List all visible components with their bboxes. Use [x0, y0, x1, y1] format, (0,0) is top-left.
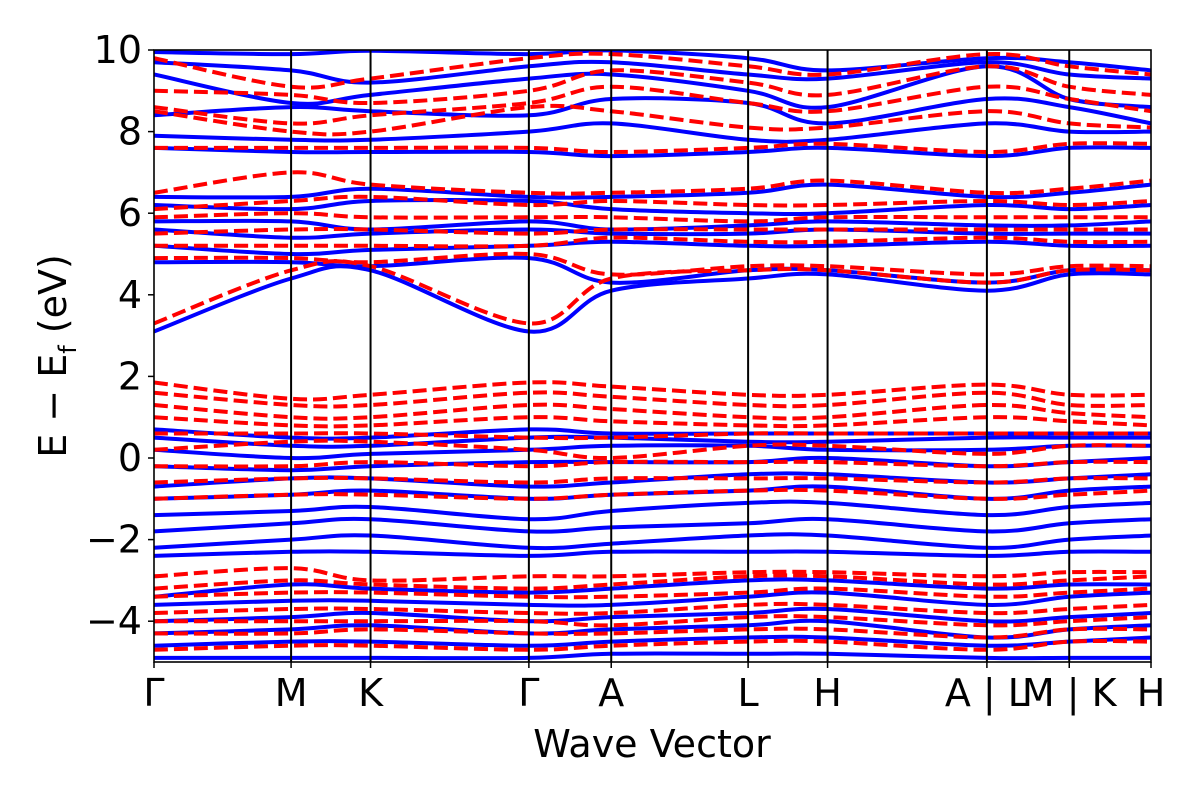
- dashed-band-25: [154, 84, 1151, 126]
- solid-band-3: [154, 606, 1151, 624]
- dashed-band-10: [154, 438, 1151, 461]
- solid-band-4: [154, 590, 1151, 608]
- dashed-band-9: [154, 459, 1151, 469]
- x-tick-label: M | K: [1022, 671, 1118, 716]
- dashed-band-23: [154, 141, 1151, 154]
- y-axis-label: E − Ef (eV): [31, 254, 82, 458]
- dashed-band-8: [154, 475, 1151, 485]
- dashed-band-13: [154, 402, 1151, 421]
- y-tick-label: 8: [118, 110, 142, 154]
- solid-band-18: [154, 239, 1151, 257]
- y-tick-label: 0: [118, 436, 142, 480]
- dashed-band-0: [154, 638, 1151, 652]
- dashed-band-20: [154, 211, 1151, 224]
- solid-band-26: [154, 64, 1151, 110]
- solid-band-0: [154, 651, 1151, 661]
- solid-band-14: [154, 434, 1151, 449]
- x-tick-label: A | L: [945, 671, 1029, 716]
- solid-band-16: [154, 264, 1151, 334]
- dashed-band-3: [154, 601, 1151, 616]
- dashed-band-7: [154, 487, 1151, 501]
- y-tick-label: 4: [118, 273, 142, 317]
- y-tick-label: −4: [86, 599, 142, 643]
- dashed-band-6: [154, 566, 1151, 583]
- series-dashed: [154, 51, 1151, 652]
- solid-band-27: [154, 59, 1151, 85]
- x-tick-label: Γ: [518, 671, 539, 715]
- solid-band-1: [154, 634, 1151, 648]
- dashed-band-27: [154, 51, 1151, 90]
- x-tick-label: K: [358, 671, 384, 715]
- dashed-band-1: [154, 626, 1151, 640]
- solid-band-23: [154, 145, 1151, 159]
- solid-band-6: [154, 549, 1151, 558]
- x-tick-label: H: [1137, 671, 1166, 715]
- x-tick-label: H: [813, 671, 842, 715]
- solid-band-21: [154, 197, 1151, 217]
- dashed-band-15: [154, 380, 1151, 402]
- solid-band-7: [154, 532, 1151, 551]
- solid-band-5: [154, 577, 1151, 599]
- dashed-band-4: [154, 586, 1151, 600]
- dashed-band-2: [154, 614, 1151, 628]
- dashed-band-11: [154, 431, 1151, 441]
- dashed-band-21: [154, 194, 1151, 212]
- x-axis-ticks: Γ M K Γ A L H A | LM | K H: [143, 662, 1165, 716]
- dashed-band-22: [154, 170, 1151, 196]
- solid-band-22: [154, 182, 1151, 200]
- x-tick-label: A: [598, 671, 624, 715]
- solid-band-19: [154, 227, 1151, 240]
- plot-frame: [153, 49, 1152, 663]
- solid-band-28: [154, 50, 1151, 73]
- y-tick-label: 2: [118, 354, 142, 398]
- solid-band-25: [154, 96, 1151, 126]
- dashed-band-17: [154, 251, 1151, 277]
- y-axis-ticks: −4 −2 0 2 4 6 8 10: [86, 28, 154, 643]
- dashed-band-14: [154, 390, 1151, 409]
- dashed-band-19: [154, 226, 1151, 236]
- dashed-band-5: [154, 573, 1151, 591]
- dashed-band-26: [154, 64, 1151, 106]
- dashed-band-18: [154, 235, 1151, 249]
- y-tick-label: −2: [86, 518, 142, 562]
- solid-band-24: [154, 121, 1151, 144]
- x-tick-label: M: [275, 671, 308, 715]
- series-layer: [154, 50, 1151, 661]
- dashed-band-12: [154, 415, 1151, 429]
- solid-band-8: [154, 516, 1151, 534]
- solid-band-9: [154, 499, 1151, 522]
- kpoint-vlines: [290, 50, 1071, 662]
- x-tick-label: Γ: [143, 671, 164, 715]
- x-tick-label: L: [738, 671, 759, 715]
- solid-band-13: [154, 443, 1151, 461]
- x-axis-label: Wave Vector: [533, 722, 771, 766]
- y-tick-label: 6: [118, 191, 142, 235]
- y-tick-label: 10: [94, 28, 142, 72]
